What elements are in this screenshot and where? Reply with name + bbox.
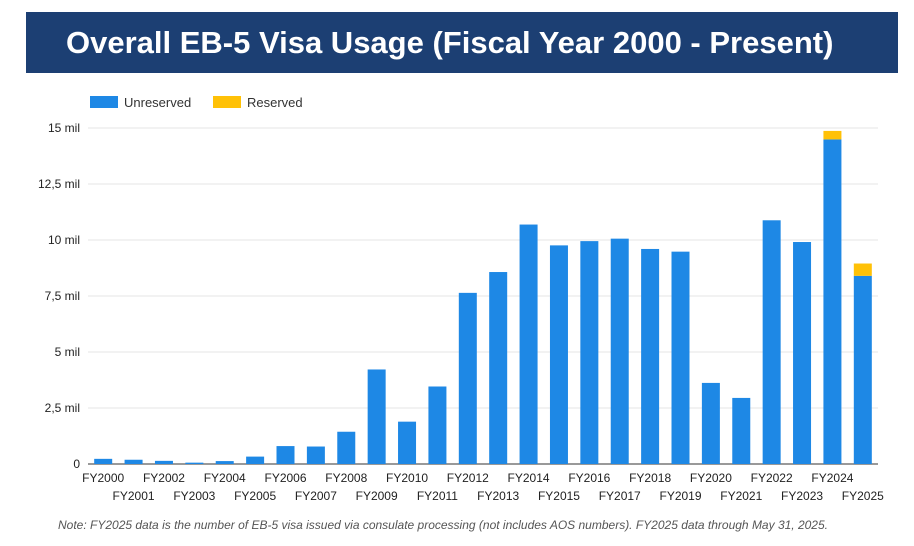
y-tick-label: 2,5 mil: [45, 401, 80, 415]
bar-unreserved-fy2001[interactable]: [124, 459, 143, 464]
x-tick-label: FY2007: [295, 489, 337, 503]
y-tick-label: 12,5 mil: [38, 177, 80, 191]
bar-unreserved-fy2006[interactable]: [276, 446, 295, 464]
x-tick-label: FY2009: [356, 489, 398, 503]
bar-unreserved-fy2016[interactable]: [580, 241, 599, 464]
legend-label-unreserved: Unreserved: [124, 95, 191, 110]
bar-unreserved-fy2004[interactable]: [215, 461, 234, 464]
bar-unreserved-fy2022[interactable]: [762, 220, 781, 464]
x-tick-label: FY2000: [82, 471, 124, 485]
bar-reserved-fy2025[interactable]: [853, 263, 872, 276]
bar-unreserved-fy2009[interactable]: [367, 369, 386, 464]
bar-chart: Unreserved Reserved 0 2,5 mil 5 mil 7,5 mil…: [38, 95, 884, 503]
x-tick-label: FY2017: [599, 489, 641, 503]
x-tick-label: FY2006: [264, 471, 306, 485]
x-tick-label: FY2024: [811, 471, 853, 485]
bar-unreserved-fy2005[interactable]: [246, 456, 265, 464]
x-tick-label: FY2010: [386, 471, 428, 485]
x-tick-label: FY2003: [173, 489, 215, 503]
bar-reserved-fy2024[interactable]: [823, 130, 842, 140]
x-tick-label: FY2018: [629, 471, 671, 485]
x-tick-label: FY2002: [143, 471, 185, 485]
x-tick-label: FY2014: [508, 471, 550, 485]
bar-unreserved-fy2015[interactable]: [549, 245, 568, 464]
bar-unreserved-fy2014[interactable]: [519, 224, 538, 464]
bar-unreserved-fy2011[interactable]: [428, 386, 447, 464]
x-tick-label: FY2016: [568, 471, 610, 485]
x-tick-label: FY2019: [659, 489, 701, 503]
x-tick-label: FY2021: [720, 489, 762, 503]
bar-unreserved-fy2002[interactable]: [154, 460, 173, 464]
y-tick-label: 5 mil: [55, 345, 80, 359]
y-tick-label: 15 mil: [48, 121, 80, 135]
x-tick-label: FY2008: [325, 471, 367, 485]
y-tick-label: 10 mil: [48, 233, 80, 247]
x-tick-label: FY2011: [417, 489, 458, 503]
x-tick-label: FY2001: [113, 489, 155, 503]
bar-unreserved-fy2007[interactable]: [306, 446, 325, 464]
x-tick-label: FY2004: [204, 471, 246, 485]
y-tick-label: 7,5 mil: [45, 289, 80, 303]
bar-unreserved-fy2008[interactable]: [337, 431, 356, 464]
bar-unreserved-fy2017[interactable]: [610, 238, 629, 464]
bar-unreserved-fy2021[interactable]: [732, 397, 751, 464]
bar-unreserved-fy2024[interactable]: [823, 139, 842, 464]
legend-swatch-unreserved: [90, 96, 118, 108]
x-tick-label: FY2020: [690, 471, 732, 485]
bar-unreserved-fy2025[interactable]: [853, 275, 872, 464]
chart-title: Overall EB-5 Visa Usage (Fiscal Year 200…: [26, 12, 898, 73]
y-tick-label: 0: [73, 457, 80, 471]
x-tick-label: FY2013: [477, 489, 519, 503]
bar-unreserved-fy2013[interactable]: [489, 272, 508, 464]
legend-swatch-reserved: [213, 96, 241, 108]
x-tick-label: FY2012: [447, 471, 489, 485]
x-tick-label: FY2025: [842, 489, 884, 503]
x-tick-label: FY2015: [538, 489, 580, 503]
bar-unreserved-fy2012[interactable]: [458, 292, 477, 464]
bar-unreserved-fy2010[interactable]: [398, 421, 417, 464]
x-tick-label: FY2022: [751, 471, 793, 485]
bar-unreserved-fy2019[interactable]: [671, 251, 690, 464]
legend: Unreserved Reserved: [90, 95, 303, 110]
x-tick-label: FY2005: [234, 489, 276, 503]
gridlines: [88, 127, 878, 465]
bars: [94, 130, 872, 464]
x-tick-label: FY2023: [781, 489, 823, 503]
y-axis: 0 2,5 mil 5 mil 7,5 mil 10 mil 12,5 mil 15 mil: [38, 121, 80, 471]
bar-unreserved-fy2018[interactable]: [641, 248, 660, 464]
bar-unreserved-fy2023[interactable]: [793, 242, 812, 464]
footnote: Note: FY2025 data is the number of EB-5 …: [58, 518, 828, 532]
bar-unreserved-fy2000[interactable]: [94, 458, 113, 464]
x-axis: FY2000 FY2001 FY2002 FY2003 FY2004 FY2005 FY20…: [82, 471, 884, 503]
bar-unreserved-fy2003[interactable]: [185, 462, 204, 464]
legend-label-reserved: Reserved: [247, 95, 303, 110]
bar-unreserved-fy2020[interactable]: [701, 382, 720, 464]
